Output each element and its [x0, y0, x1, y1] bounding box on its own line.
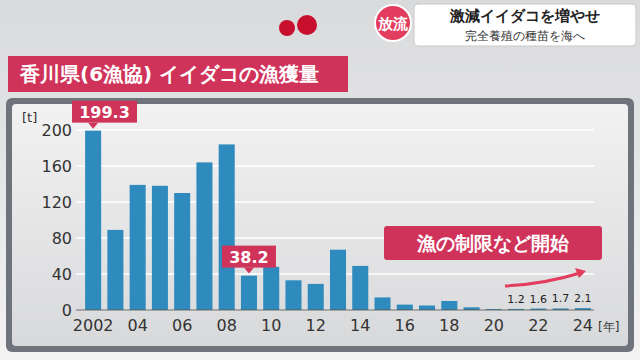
label-pointer: [88, 123, 98, 129]
y-tick-label: 0: [62, 301, 72, 320]
x-tick-label: 08: [217, 316, 237, 335]
x-tick-label: 10: [261, 316, 281, 335]
data-label: 2.1: [574, 292, 592, 305]
x-tick-label: 20: [484, 316, 504, 335]
label-box: [222, 246, 276, 268]
bar: [219, 144, 235, 310]
x-tick-label: 04: [127, 316, 147, 335]
x-tick-label: 12: [306, 316, 326, 335]
bar: [107, 230, 123, 310]
bar: [285, 280, 301, 310]
badge-circle: [375, 5, 411, 41]
title: 香川県(6漁協) イイダコの漁獲量: [19, 62, 319, 86]
bar: [241, 276, 257, 310]
x-tick-label: 24: [573, 316, 593, 335]
y-tick-label: 200: [41, 121, 72, 140]
x-tick-label: 18: [439, 316, 459, 335]
x-tick-label: 2002: [73, 316, 114, 335]
bar: [397, 305, 413, 310]
headline: 激減イイダコを増やせ: [449, 7, 600, 25]
bar: [308, 284, 324, 310]
x-tick-label: 14: [350, 316, 370, 335]
x-tick-label: 16: [395, 316, 415, 335]
data-label: 1.2: [507, 293, 525, 306]
y-tick-label: 40: [52, 265, 72, 284]
bar: [85, 131, 101, 310]
icon: [297, 15, 317, 35]
chart: 放流 激減イイダコを増やせ完全養殖の種苗を海へ香川県(6漁協) イイダコの漁獲量 0…: [0, 0, 640, 360]
grid-line: [76, 129, 594, 131]
x-tick-label: 06: [172, 316, 192, 335]
y-tick-label: 120: [41, 193, 72, 212]
x-label: [年]: [598, 320, 619, 334]
data-label: 38.2: [229, 248, 268, 267]
y-tick-label: 160: [41, 157, 72, 176]
bars: [85, 131, 591, 310]
bar: [130, 185, 146, 310]
grid-line: [76, 165, 594, 167]
arrow: [505, 273, 580, 286]
bar: [152, 186, 168, 310]
bar: [419, 306, 435, 311]
bar: [196, 162, 212, 310]
y-label: [t]: [22, 110, 37, 125]
title-box: [8, 56, 348, 92]
badge: 放流: [377, 15, 409, 33]
headline-panel: [414, 4, 636, 46]
subhead: 完全養殖の種苗を海へ: [465, 29, 585, 43]
x-axis: [76, 310, 594, 311]
x-tick-label: 22: [528, 316, 548, 335]
icon: [279, 20, 295, 36]
arrow-head: [575, 268, 586, 278]
frame: [6, 98, 634, 352]
bar: [441, 301, 457, 310]
data-label: 1.7: [552, 292, 570, 305]
data-label: 1.6: [530, 293, 548, 306]
y-tick-label: 80: [52, 229, 72, 248]
label-pointer: [244, 268, 254, 274]
data-label: 199.3: [79, 103, 130, 122]
bar: [174, 193, 190, 310]
bar: [352, 266, 368, 310]
bar: [263, 267, 279, 310]
annotation-box: [384, 226, 602, 260]
label-box: [72, 101, 137, 123]
annotation: 漁の制限など開始: [416, 232, 570, 254]
bar: [330, 250, 346, 310]
plot-background: [12, 104, 628, 346]
bar: [375, 297, 391, 310]
